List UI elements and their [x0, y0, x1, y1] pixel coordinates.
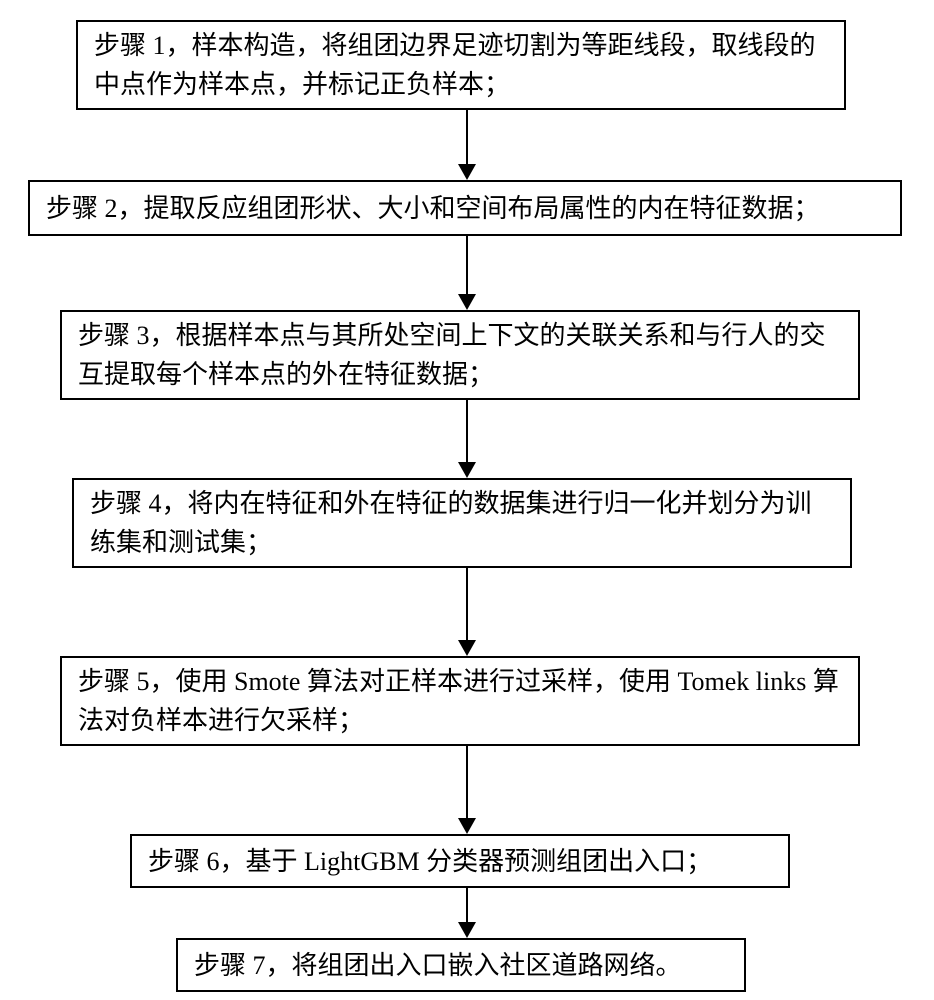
- step4-text: 步骤 4，将内在特征和外在特征的数据集进行归一化并划分为训练集和测试集；: [90, 484, 834, 562]
- step2-box: 步骤 2，提取反应组团形状、大小和空间布局属性的内在特征数据；: [28, 180, 902, 236]
- step2-text: 步骤 2，提取反应组团形状、大小和空间布局属性的内在特征数据；: [46, 189, 884, 228]
- arrow-1-line: [466, 110, 468, 164]
- arrow-2-head: [458, 294, 476, 310]
- step6-box: 步骤 6，基于 LightGBM 分类器预测组团出入口；: [130, 834, 790, 888]
- arrow-4-head: [458, 640, 476, 656]
- flowchart-container: 步骤 1，样本构造，将组团边界足迹切割为等距线段，取线段的中点作为样本点，并标记…: [0, 0, 934, 1000]
- step7-text: 步骤 7，将组团出入口嵌入社区道路网络。: [194, 946, 728, 985]
- arrow-6-line: [466, 888, 468, 922]
- step5-box: 步骤 5，使用 Smote 算法对正样本进行过采样，使用 Tomek links…: [60, 656, 860, 746]
- arrow-3-line: [466, 400, 468, 462]
- arrow-2-line: [466, 236, 468, 294]
- arrow-5-line: [466, 746, 468, 818]
- step1-box: 步骤 1，样本构造，将组团边界足迹切割为等距线段，取线段的中点作为样本点，并标记…: [76, 20, 846, 110]
- arrow-3-head: [458, 462, 476, 478]
- arrow-4-line: [466, 568, 468, 640]
- arrow-6-head: [458, 922, 476, 938]
- step3-text: 步骤 3，根据样本点与其所处空间上下文的关联关系和与行人的交互提取每个样本点的外…: [78, 316, 842, 394]
- step5-text: 步骤 5，使用 Smote 算法对正样本进行过采样，使用 Tomek links…: [78, 662, 842, 740]
- step7-box: 步骤 7，将组团出入口嵌入社区道路网络。: [176, 938, 746, 992]
- step3-box: 步骤 3，根据样本点与其所处空间上下文的关联关系和与行人的交互提取每个样本点的外…: [60, 310, 860, 400]
- arrow-1-head: [458, 164, 476, 180]
- step4-box: 步骤 4，将内在特征和外在特征的数据集进行归一化并划分为训练集和测试集；: [72, 478, 852, 568]
- step6-text: 步骤 6，基于 LightGBM 分类器预测组团出入口；: [148, 842, 772, 881]
- arrow-5-head: [458, 818, 476, 834]
- step1-text: 步骤 1，样本构造，将组团边界足迹切割为等距线段，取线段的中点作为样本点，并标记…: [94, 26, 828, 104]
